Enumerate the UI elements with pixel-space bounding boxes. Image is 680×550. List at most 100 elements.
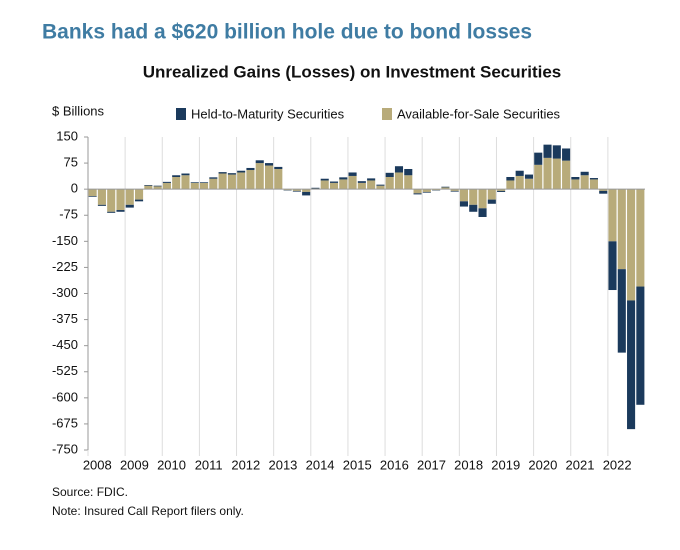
bar-segment xyxy=(627,300,635,429)
bar-segment xyxy=(246,170,254,189)
source: Source: FDIC. xyxy=(52,485,128,499)
bar-segment xyxy=(506,177,514,180)
y-tick-label: -225 xyxy=(52,259,78,274)
bar-segment xyxy=(219,174,227,190)
bar-segment xyxy=(488,200,496,204)
bar-segment xyxy=(386,173,394,177)
bar-segment xyxy=(311,188,319,189)
bar-segment xyxy=(237,171,245,173)
x-tick-label: 2016 xyxy=(380,457,409,472)
bar-segment xyxy=(543,158,551,189)
legend-swatch xyxy=(382,108,392,120)
bar-segment xyxy=(367,178,375,180)
bar-segment xyxy=(525,179,533,189)
bar-segment xyxy=(404,175,412,189)
bar-segment xyxy=(154,186,162,187)
bar-segment xyxy=(618,269,626,352)
y-tick-label: -300 xyxy=(52,285,78,300)
x-tick-label: 2022 xyxy=(603,457,632,472)
x-tick-label: 2012 xyxy=(231,457,260,472)
bar-segment xyxy=(571,179,579,189)
bar-segment xyxy=(274,167,282,169)
bar-segment xyxy=(395,166,403,172)
bar-segment xyxy=(144,185,152,186)
bar-segment xyxy=(237,172,245,189)
bar-segment xyxy=(497,191,505,192)
bar-segment xyxy=(181,175,189,189)
bar-segment xyxy=(163,183,171,189)
bar-segment xyxy=(116,189,124,210)
bar-segment xyxy=(172,175,180,177)
bar-segment xyxy=(265,166,273,190)
bar-segment xyxy=(339,179,347,189)
bar-segment xyxy=(553,145,561,158)
bar-segment xyxy=(349,176,357,189)
bar-segment xyxy=(98,205,106,206)
bar-segment xyxy=(636,189,644,286)
y-tick-label: -150 xyxy=(52,233,78,248)
bar-segment xyxy=(599,191,607,194)
bar-segment xyxy=(321,179,329,181)
note: Note: Insured Call Report filers only. xyxy=(52,504,244,518)
bar-segment xyxy=(274,169,282,189)
bar-segment xyxy=(349,172,357,175)
bar-segment xyxy=(534,165,542,189)
bar-segment xyxy=(209,177,217,178)
bar-segment xyxy=(302,192,310,195)
bar-segment xyxy=(144,186,152,189)
bar-segment xyxy=(200,183,208,189)
bar-segment xyxy=(414,193,422,194)
bar-segment xyxy=(516,171,524,176)
legend-label: Available-for-Sale Securities xyxy=(397,106,561,121)
x-tick-label: 2013 xyxy=(268,457,297,472)
bar-segment xyxy=(89,189,97,196)
x-tick-label: 2014 xyxy=(306,457,335,472)
bar-segment xyxy=(116,210,124,212)
bar-segment xyxy=(581,175,589,189)
bar-segment xyxy=(256,160,264,163)
bar-segment xyxy=(246,168,254,170)
bar-segment xyxy=(479,189,487,208)
y-tick-label: 75 xyxy=(64,155,78,170)
y-tick-label: 150 xyxy=(56,128,78,143)
y-tick-label: -450 xyxy=(52,337,78,352)
bar-segment xyxy=(534,153,542,165)
y-tick-label: -75 xyxy=(59,207,78,222)
bar-segment xyxy=(376,185,384,186)
bar-segment xyxy=(107,189,115,212)
x-tick-label: 2010 xyxy=(157,457,186,472)
bar-segment xyxy=(219,172,227,173)
bar-segment xyxy=(376,186,384,189)
bar-segment xyxy=(506,180,514,189)
bar-segment xyxy=(516,176,524,189)
bar-segment xyxy=(163,182,171,183)
x-tick-label: 2015 xyxy=(343,457,372,472)
bar-segment xyxy=(414,189,422,193)
bar-segment xyxy=(181,174,189,176)
x-tick-label: 2017 xyxy=(417,457,446,472)
bar-segment xyxy=(404,169,412,175)
headline: Banks had a $620 billion hole due to bon… xyxy=(42,21,532,44)
bar-segment xyxy=(562,161,570,190)
bar-segment xyxy=(460,201,468,206)
y-axis-label: $ Billions xyxy=(52,103,105,118)
bar-segment xyxy=(590,178,598,179)
x-tick-label: 2008 xyxy=(83,457,112,472)
bar-segment xyxy=(479,208,487,217)
bar-segment xyxy=(636,287,644,405)
bar-segment xyxy=(126,189,134,205)
bar-segment xyxy=(395,172,403,189)
x-tick-label: 2011 xyxy=(195,457,223,472)
y-tick-label: -750 xyxy=(52,441,78,456)
bar-segment xyxy=(126,205,134,208)
bar-segment xyxy=(321,180,329,189)
bar-segment xyxy=(135,189,143,199)
bar-segment xyxy=(228,175,236,190)
bar-segment xyxy=(265,163,273,165)
bar-segment xyxy=(256,163,264,189)
bar-segment xyxy=(135,200,143,202)
bar-segment xyxy=(525,175,533,179)
bar-segment xyxy=(200,182,208,183)
bar-segment xyxy=(423,192,431,193)
y-tick-label: -375 xyxy=(52,311,78,326)
